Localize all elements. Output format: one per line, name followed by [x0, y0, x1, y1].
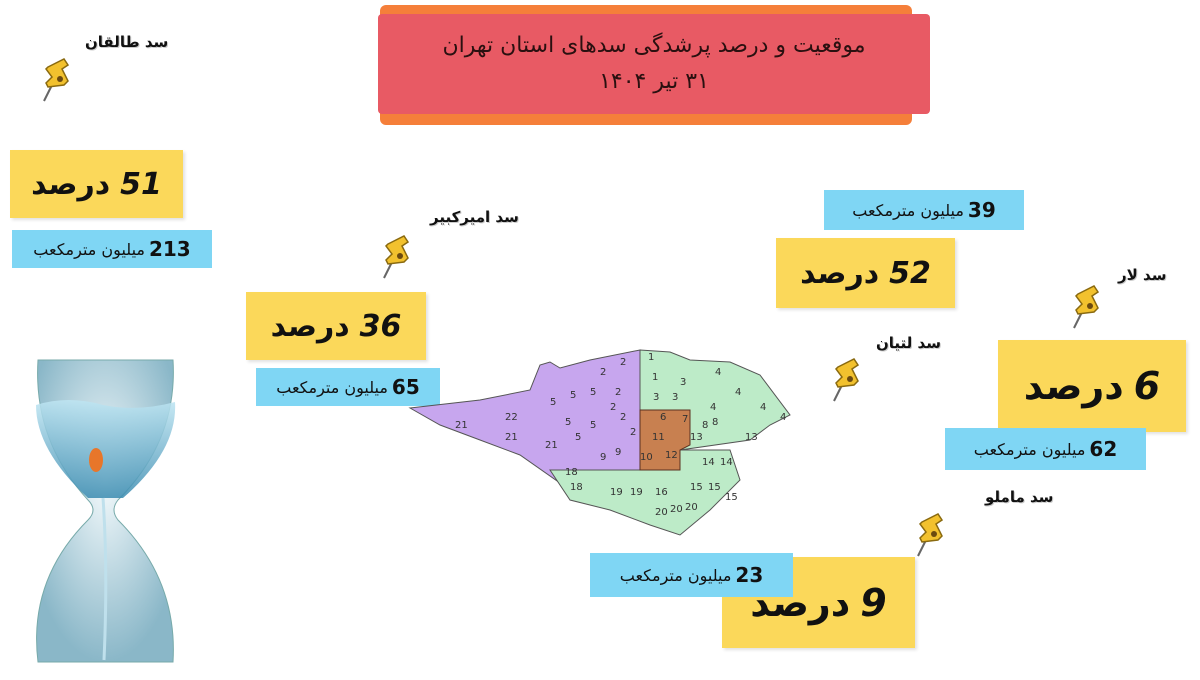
- district-number: 4: [780, 412, 786, 423]
- district-number: 15: [690, 482, 703, 493]
- district-number: 6: [660, 412, 666, 423]
- district-number: 22: [505, 412, 518, 423]
- dam-name-amirkabir: سد امیرکبیر: [430, 208, 519, 226]
- percent-box-latyan: 52 درصد: [776, 238, 955, 308]
- district-number: 5: [550, 397, 556, 408]
- district-number: 4: [715, 367, 721, 378]
- dam-name-lar: سد لار: [1118, 266, 1167, 284]
- district-number: 2: [620, 412, 626, 423]
- district-number: 19: [610, 487, 623, 498]
- district-number: 14: [702, 457, 715, 468]
- dam-name-mamlu: سد ماملو: [985, 488, 1054, 506]
- district-number: 19: [630, 487, 643, 498]
- district-number: 5: [575, 432, 581, 443]
- title-banner: موقعیت و درصد پرشدگی سدهای استان تهران ۳…: [378, 14, 930, 114]
- percent-label: درصد: [1023, 364, 1124, 408]
- district-number: 18: [570, 482, 583, 493]
- volume-value: 62: [1089, 437, 1118, 461]
- district-number: 1: [648, 352, 654, 363]
- volume-unit: میلیون مترمکعب: [33, 239, 145, 259]
- push-pin-icon: [1068, 282, 1108, 332]
- percent-value: 52: [889, 255, 931, 291]
- district-number: 14: [720, 457, 733, 468]
- volume-unit: میلیون مترمکعب: [852, 200, 964, 220]
- district-number: 3: [672, 392, 678, 403]
- percent-value: 51: [120, 166, 162, 202]
- district-number: 5: [590, 387, 596, 398]
- goldfish-icon: [89, 448, 103, 472]
- district-number: 15: [725, 492, 738, 503]
- volume-value: 213: [148, 237, 191, 261]
- volume-box-mamlu: 23 میلیون مترمکعب: [590, 553, 793, 597]
- district-number: 11: [652, 432, 665, 443]
- percent-box-mamlu: 9 درصد: [722, 557, 915, 648]
- district-number: 16: [655, 487, 668, 498]
- district-number: 2: [615, 387, 621, 398]
- district-number: 15: [708, 482, 721, 493]
- push-pin-icon: [378, 232, 418, 282]
- volume-box-amirkabir: 65 میلیون مترمکعب: [256, 368, 440, 406]
- district-number: 5: [565, 417, 571, 428]
- district-number: 10: [640, 452, 653, 463]
- district-number: 8: [712, 417, 718, 428]
- district-number: 1: [652, 372, 658, 383]
- percent-value: 9: [860, 580, 887, 625]
- district-number: 2: [600, 367, 606, 378]
- page-date: ۳۱ تیر ۱۴۰۴: [599, 69, 709, 94]
- district-number: 3: [680, 377, 686, 388]
- percent-label: درصد: [270, 308, 350, 344]
- percent-box-taleghan: 51 درصد: [10, 150, 183, 218]
- district-number: 3: [653, 392, 659, 403]
- district-number: 21: [545, 440, 558, 451]
- volume-value: 65: [391, 375, 420, 399]
- district-number: 20: [670, 504, 683, 515]
- district-number: 4: [760, 402, 766, 413]
- percent-value: 6: [1133, 364, 1161, 408]
- percent-value: 36: [359, 308, 402, 344]
- district-number: 9: [615, 447, 621, 458]
- district-number: 13: [745, 432, 758, 443]
- district-number: 2: [630, 427, 636, 438]
- map-region-west: [408, 349, 641, 491]
- district-number: 7: [682, 414, 688, 425]
- district-number: 20: [685, 502, 698, 513]
- district-number: 13: [690, 432, 703, 443]
- push-pin-icon: [912, 510, 952, 560]
- volume-box-lar: 62 میلیون مترمکعب: [945, 428, 1146, 470]
- district-number: 20: [655, 507, 668, 518]
- volume-value: 23: [735, 563, 764, 587]
- volume-box-latyan: 39 میلیون مترمکعب: [824, 190, 1024, 230]
- dam-name-taleghan: سد طالقان: [85, 33, 169, 51]
- dam-name-latyan: سد لتیان: [876, 334, 941, 352]
- district-number: 21: [455, 420, 468, 431]
- percent-box-lar: 6 درصد: [998, 340, 1186, 432]
- volume-box-taleghan: 213 میلیون مترمکعب: [12, 230, 212, 268]
- district-number: 12: [665, 450, 678, 461]
- page-title: موقعیت و درصد پرشدگی سدهای استان تهران: [442, 33, 866, 58]
- push-pin-icon: [38, 55, 78, 105]
- volume-value: 39: [967, 198, 996, 222]
- district-number: 9: [600, 452, 606, 463]
- hourglass-water-icon: [36, 359, 176, 663]
- percent-box-amirkabir: 36 درصد: [246, 292, 426, 360]
- district-number: 21: [505, 432, 518, 443]
- volume-unit: میلیون مترمکعب: [973, 439, 1086, 459]
- push-pin-icon: [828, 355, 868, 405]
- percent-label: درصد: [800, 255, 880, 291]
- map-region-central: [639, 409, 691, 471]
- district-number: 2: [620, 357, 626, 368]
- district-number: 4: [735, 387, 741, 398]
- district-number: 8: [702, 420, 708, 431]
- percent-label: درصد: [31, 166, 111, 202]
- district-number: 4: [710, 402, 716, 413]
- volume-unit: میلیون مترمکعب: [276, 377, 388, 397]
- district-number: 5: [570, 390, 576, 401]
- district-number: 2: [610, 402, 616, 413]
- volume-unit: میلیون مترمکعب: [619, 565, 732, 585]
- district-number: 5: [590, 420, 596, 431]
- district-number: 18: [565, 467, 578, 478]
